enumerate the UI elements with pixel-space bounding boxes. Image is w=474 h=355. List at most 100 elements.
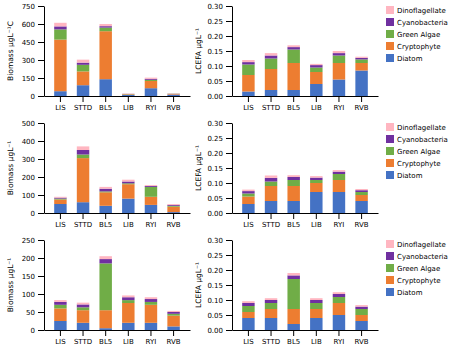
tick-label: RYI bbox=[334, 104, 345, 112]
y-tick: 0.30 bbox=[207, 3, 232, 11]
x-tick: RYI bbox=[334, 330, 345, 346]
axis-line bbox=[233, 213, 379, 214]
tick-label: RVB bbox=[355, 104, 369, 112]
bar-segment bbox=[242, 306, 254, 312]
bar-segment bbox=[99, 206, 111, 213]
tick-label: 0.15 bbox=[207, 165, 223, 173]
tick-label: 150 bbox=[22, 273, 35, 281]
legend: DinoflagellateCyanobacteriaGreen AlgaeCr… bbox=[386, 240, 448, 297]
bar-segment bbox=[145, 302, 157, 305]
x-tick: BL5 bbox=[287, 330, 300, 346]
bar-segment bbox=[242, 303, 254, 306]
y-tick: 150 bbox=[22, 75, 44, 83]
tick-label: 0.00 bbox=[207, 210, 223, 218]
bar-segment bbox=[333, 53, 345, 55]
y-tick: 450 bbox=[22, 39, 44, 47]
legend: DinoflagellateCyanobacteriaGreen AlgaeCr… bbox=[386, 123, 448, 180]
tick-mark bbox=[60, 96, 61, 102]
tick-mark bbox=[226, 315, 232, 316]
panel: 050100150200250LISSTTDBL5LIBRYIRVBBiomas… bbox=[6, 237, 191, 346]
legend-label: Cyanobacteria bbox=[397, 253, 448, 261]
tick-mark bbox=[226, 255, 232, 256]
tick-mark bbox=[38, 177, 44, 178]
tick-label: 0.20 bbox=[207, 267, 223, 275]
axis-line bbox=[232, 124, 233, 214]
y-tick: 50 bbox=[26, 309, 44, 317]
legend-item: Green Algae bbox=[386, 30, 440, 39]
bar-segment bbox=[54, 308, 66, 321]
tick-label: 0.10 bbox=[207, 63, 223, 71]
bar-segment bbox=[310, 180, 322, 183]
bar-segment bbox=[122, 93, 134, 94]
bar-segment bbox=[99, 26, 111, 27]
x-tick: STTD bbox=[262, 96, 280, 112]
tick-mark bbox=[38, 60, 44, 61]
tick-label: BL5 bbox=[287, 338, 300, 346]
bar-segment bbox=[122, 180, 134, 182]
x-tick: BL5 bbox=[99, 330, 112, 346]
bar-segment bbox=[54, 40, 66, 92]
bar-segment bbox=[122, 199, 134, 213]
bar-segment bbox=[145, 78, 157, 80]
y-tick: 0.00 bbox=[207, 210, 232, 218]
tick-label: 0 bbox=[31, 93, 35, 101]
legend-swatch bbox=[386, 240, 394, 248]
panel: 0.000.050.100.150.200.250.30LISSTTDBL5LI… bbox=[194, 120, 448, 229]
y-tick: 0.20 bbox=[207, 267, 232, 275]
tick-mark bbox=[38, 276, 44, 277]
bar-segment bbox=[77, 304, 89, 307]
legend-item: Dinoflagellate bbox=[386, 6, 446, 15]
legend-label: Green Algae bbox=[397, 148, 440, 156]
legend-item: Cryptophyte bbox=[386, 42, 440, 51]
tick-mark bbox=[361, 330, 362, 336]
bar-segment bbox=[145, 81, 157, 88]
tick-label: 250 bbox=[22, 237, 35, 245]
axis-line bbox=[45, 213, 191, 214]
bar-segment bbox=[242, 62, 254, 64]
tick-mark bbox=[226, 51, 232, 52]
bar-segment bbox=[355, 71, 367, 97]
legend: DinoflagellateCyanobacteriaGreen AlgaeCr… bbox=[386, 6, 448, 63]
tick-mark bbox=[248, 330, 249, 336]
axis-line bbox=[232, 7, 233, 97]
y-tick: 200 bbox=[22, 174, 44, 182]
tick-label: 500 bbox=[22, 120, 35, 128]
axis-line bbox=[44, 7, 45, 97]
y-axis-title: Biomass µgL⁻¹C bbox=[6, 21, 15, 81]
bar-segment bbox=[242, 197, 254, 205]
tick-mark bbox=[38, 330, 44, 331]
tick-label: RVB bbox=[167, 104, 181, 112]
bar-segment bbox=[167, 204, 179, 206]
bar-segment bbox=[333, 172, 345, 174]
tick-mark bbox=[338, 330, 339, 336]
tick-mark bbox=[105, 96, 106, 102]
tick-mark bbox=[38, 96, 44, 97]
legend-item: Green Algae bbox=[386, 147, 440, 156]
tick-label: 100 bbox=[22, 291, 35, 299]
y-axis-title: LCEFA µgL⁻¹ bbox=[194, 262, 203, 308]
tick-mark bbox=[226, 21, 232, 22]
legend-swatch bbox=[386, 42, 394, 50]
y-axis-title: Biomass µgL⁻¹ bbox=[6, 141, 15, 196]
legend-item: Cyanobacteria bbox=[386, 135, 448, 144]
y-tick: 0.00 bbox=[207, 93, 232, 101]
tick-mark bbox=[226, 138, 232, 139]
legend-label: Dinoflagellate bbox=[397, 7, 446, 15]
bar-segment bbox=[77, 71, 89, 85]
x-tick: LIB bbox=[311, 213, 322, 229]
tick-mark bbox=[150, 213, 151, 219]
tick-mark bbox=[226, 270, 232, 271]
bar-segment bbox=[77, 158, 89, 202]
tick-label: 600 bbox=[22, 21, 35, 29]
bar-segment bbox=[122, 93, 134, 94]
tick-label: STTD bbox=[262, 221, 280, 229]
bar-segment bbox=[333, 180, 345, 192]
tick-label: BL5 bbox=[99, 338, 112, 346]
tick-mark bbox=[226, 81, 232, 82]
tick-mark bbox=[38, 159, 44, 160]
tick-mark bbox=[83, 330, 84, 336]
bar-segment bbox=[265, 56, 277, 59]
tick-mark bbox=[38, 258, 44, 259]
bar-segment bbox=[99, 31, 111, 79]
y-tick: 0.15 bbox=[207, 282, 232, 290]
